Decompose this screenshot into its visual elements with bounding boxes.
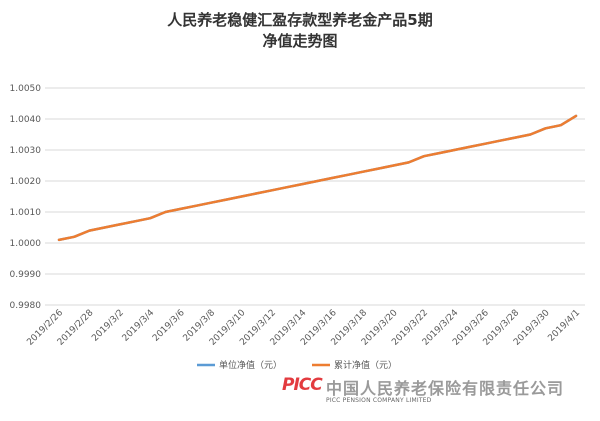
y-tick-label: 1.0050 [10, 84, 42, 94]
x-tick-label: 2019/3/2 [90, 308, 126, 344]
chart-title: 人民养老稳健汇盈存款型养老金产品5期 [167, 11, 433, 29]
company-footer: PICC 中国人民养老保险有限责任公司 PICC PENSION COMPANY… [280, 374, 600, 414]
x-axis-ticks: 2019/2/262019/2/282019/3/22019/3/42019/3… [25, 308, 582, 348]
y-tick-label: 1.0030 [10, 146, 42, 156]
x-tick-label: 2019/3/6 [151, 308, 187, 344]
legend: 单位净值（元） 累计净值（元） [197, 359, 397, 371]
series-line-1 [57, 114, 578, 242]
legend-label-0: 单位净值（元） [219, 359, 282, 371]
gridlines [45, 87, 585, 306]
y-axis-ticks: 0.9980 0.9990 1.0000 1.0010 1.0020 1.0030 1.00… [10, 84, 42, 311]
y-tick-label: 1.0020 [10, 177, 42, 187]
company-name-cn: 中国人民养老保险有限责任公司 [326, 379, 565, 398]
x-tick-label: 2019/3/4 [121, 308, 157, 344]
y-tick-label: 1.0010 [10, 208, 42, 218]
series-lines [57, 114, 578, 242]
y-tick-label: 1.0000 [10, 239, 42, 249]
chart-subtitle: 净值走势图 [262, 32, 338, 50]
company-name-en: PICC PENSION COMPANY LIMITED [326, 397, 432, 404]
y-tick-label: 1.0040 [10, 115, 42, 125]
x-tick-label: 2019/4/1 [546, 308, 582, 344]
picc-logo: PICC [282, 375, 323, 395]
y-tick-label: 0.9980 [10, 301, 42, 311]
y-tick-label: 0.9990 [10, 270, 42, 280]
legend-label-1: 累计净值（元） [334, 359, 397, 371]
